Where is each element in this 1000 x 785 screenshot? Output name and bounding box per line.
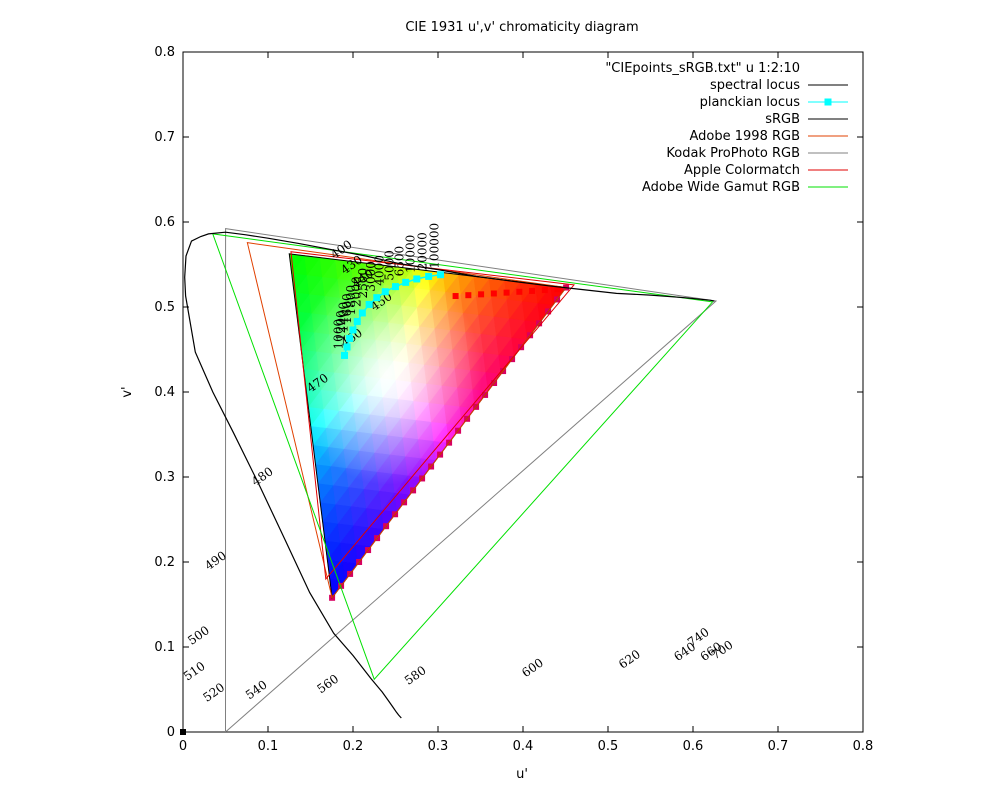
- cct-label: 6500: [393, 246, 407, 277]
- origin-marker: [180, 729, 186, 735]
- spectral-locus-line: [184, 231, 715, 719]
- sample-point: [452, 293, 459, 300]
- planckian-point: [341, 351, 348, 359]
- x-tick-label: 0.3: [428, 739, 449, 754]
- planckian-point: [365, 300, 373, 308]
- axes: 0 0.1 0.2 0.3 0.4 0.5 0.6 0.7 0.8 0 0.1 0.2 0.3 0.4 0.…: [154, 45, 873, 754]
- planckian-point: [413, 275, 421, 283]
- sample-point: [529, 287, 536, 294]
- wavelength-label: 580: [402, 663, 429, 688]
- x-tick-label: 0.4: [513, 739, 534, 754]
- legend-label: "CIEpoints_sRGB.txt" u 1:2:10: [605, 61, 800, 76]
- legend-label: planckian locus: [700, 95, 801, 110]
- x-axis-label: u': [516, 767, 528, 782]
- legend-marker: [824, 98, 832, 106]
- sample-point: [503, 289, 510, 296]
- planckian-locus-layer: 1000120014001600180020002500300040005000…: [332, 223, 445, 359]
- cct-label: 1000: [332, 319, 346, 350]
- sample-point: [478, 291, 485, 298]
- x-tick-label: 0.1: [258, 739, 279, 754]
- x-tick-label: 0.6: [683, 739, 704, 754]
- legend-label: Adobe 1998 RGB: [690, 129, 801, 144]
- wavelength-label: 510: [181, 659, 208, 684]
- wavelength-label: 540: [243, 678, 270, 703]
- y-tick-label: 0.5: [154, 300, 175, 315]
- planckian-point: [402, 278, 410, 286]
- y-tick-label: 0.3: [154, 470, 175, 485]
- legend-label: spectral locus: [710, 78, 800, 93]
- y-tick-label: 0.7: [154, 130, 175, 145]
- y-tick-label: 0.8: [154, 45, 175, 60]
- wavelength-label: 520: [200, 680, 227, 705]
- cct-label: 10000: [404, 235, 418, 273]
- sample-point: [490, 290, 497, 297]
- y-axis-label: v': [120, 386, 135, 397]
- cct-label: 1800: [344, 285, 358, 316]
- sample-point: [541, 287, 548, 294]
- srgb-color-fill: [288, 253, 570, 601]
- wavelength-label: 600: [519, 655, 546, 680]
- planckian-point: [358, 309, 366, 317]
- legend-label: Apple Colormatch: [684, 163, 800, 178]
- white-point-glow: [292, 265, 482, 485]
- sample-point: [554, 286, 561, 293]
- legend-label: Adobe Wide Gamut RGB: [642, 180, 800, 195]
- x-tick-label: 0.8: [853, 739, 874, 754]
- wavelength-label: 490: [202, 548, 229, 573]
- cct-label: 20000: [416, 232, 430, 270]
- cct-label: 1200: [334, 310, 348, 341]
- wavelength-label: 620: [616, 647, 643, 672]
- planckian-point: [392, 283, 399, 291]
- sample-point: [516, 288, 523, 295]
- legend-label: Kodak ProPhoto RGB: [666, 146, 800, 161]
- cct-label: 4000: [372, 255, 386, 286]
- cct-label: 2500: [356, 268, 370, 299]
- x-tick-label: 0.5: [598, 739, 619, 754]
- planckian-point: [353, 317, 361, 325]
- cct-label: 2000: [349, 276, 363, 307]
- legend: "CIEpoints_sRGB.txt" u 1:2:10 spectral lo…: [605, 61, 848, 195]
- wavelength-label: 480: [249, 464, 276, 489]
- gamut-kodak-prophoto-rgb: [224, 228, 718, 732]
- sample-point: [465, 292, 472, 299]
- y-tick-label: 0.4: [154, 385, 175, 400]
- x-tick-label: 0.2: [343, 739, 364, 754]
- cct-label: 5000: [383, 250, 397, 281]
- y-tick-label: 0.1: [154, 640, 175, 655]
- planckian-point: [346, 334, 354, 342]
- planckian-point: [381, 288, 389, 296]
- chart-title: CIE 1931 u',v' chromaticity diagram: [405, 20, 638, 35]
- x-tick-label: 0.7: [768, 739, 789, 754]
- legend-label: sRGB: [765, 112, 800, 127]
- y-tick-label: 0: [167, 725, 175, 740]
- x-tick-label: 0: [179, 739, 187, 754]
- cct-label: 1400: [337, 302, 351, 333]
- gamut-adobe-wide-gamut-rgb: [211, 233, 714, 681]
- planckian-point: [373, 294, 381, 302]
- cct-label: 3000: [364, 261, 378, 292]
- planckian-point: [349, 326, 357, 334]
- cct-label: 100000: [428, 223, 442, 269]
- y-tick-label: 0.6: [154, 215, 175, 230]
- y-tick-label: 0.2: [154, 555, 175, 570]
- wavelength-label: 500: [185, 623, 212, 648]
- wavelength-label: 560: [314, 672, 341, 697]
- planckian-point: [425, 272, 433, 280]
- planckian-point: [343, 343, 351, 351]
- planckian-point: [437, 271, 445, 279]
- cct-label: 1600: [340, 293, 354, 324]
